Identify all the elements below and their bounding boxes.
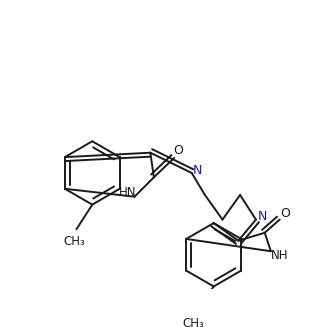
- Text: N: N: [257, 211, 267, 223]
- Text: CH₃: CH₃: [183, 317, 204, 327]
- Text: NH: NH: [271, 249, 288, 262]
- Text: CH₃: CH₃: [63, 235, 85, 248]
- Text: O: O: [280, 207, 290, 220]
- Text: O: O: [174, 145, 184, 158]
- Text: HN: HN: [119, 186, 136, 199]
- Text: N: N: [193, 164, 203, 177]
